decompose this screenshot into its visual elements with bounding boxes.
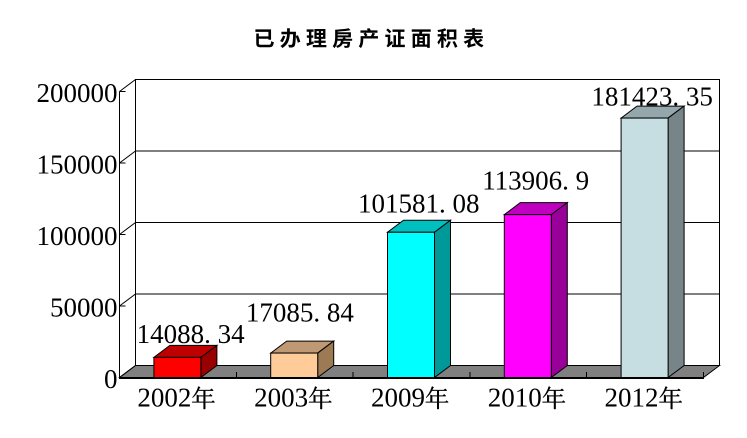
svg-text:101581. 08: 101581. 08 xyxy=(358,189,480,219)
svg-text:2009: 2009 xyxy=(371,383,425,413)
svg-text:113906. 9: 113906. 9 xyxy=(482,166,589,196)
svg-text:150000: 150000 xyxy=(37,150,118,180)
svg-text:0: 0 xyxy=(104,364,118,394)
svg-text:100000: 100000 xyxy=(37,221,118,251)
svg-text:50000: 50000 xyxy=(50,293,118,323)
svg-text:181423. 35: 181423. 35 xyxy=(591,82,713,112)
svg-text:2002: 2002 xyxy=(137,383,191,413)
svg-text:2003: 2003 xyxy=(254,383,308,413)
svg-text:17085. 84: 17085. 84 xyxy=(246,298,355,328)
svg-text:14088. 34: 14088. 34 xyxy=(137,319,246,349)
svg-text:2010: 2010 xyxy=(488,383,542,413)
svg-text:200000: 200000 xyxy=(37,78,118,108)
svg-text:2012: 2012 xyxy=(605,383,659,413)
